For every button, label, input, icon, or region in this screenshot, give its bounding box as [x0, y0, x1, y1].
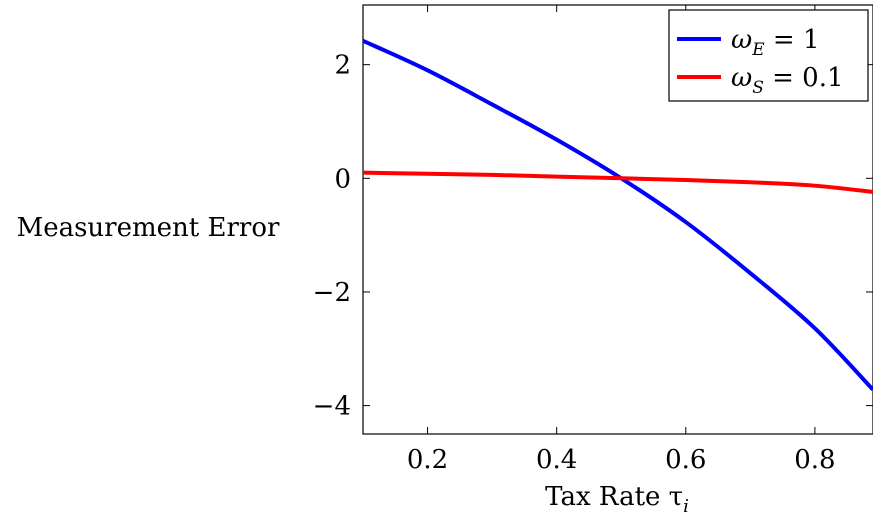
y-tick-label: 0: [334, 164, 351, 194]
y-axis-label: Measurement Error: [17, 213, 280, 243]
x-axis-label: Tax Rate τi: [545, 482, 689, 517]
legend-symbol: ω: [731, 25, 752, 55]
axes-frame: [362, 4, 873, 435]
x-axis-label-subscript: i: [683, 496, 689, 517]
legend-label-0: ωE = 1: [731, 25, 819, 60]
x-axis-label-main: Tax Rate τ: [545, 482, 683, 512]
tick-labels: 0.2 0.4 0.6 0.8 2 0 −2 −4: [313, 51, 836, 475]
y-tick-label: −4: [313, 392, 351, 422]
legend-subscript: E: [751, 40, 765, 60]
legend-subscript: S: [752, 78, 764, 98]
x-tick-label: 0.2: [407, 445, 448, 475]
legend-value: = 0.1: [764, 63, 844, 93]
legend: ωE = 1ωS = 0.1: [668, 9, 869, 102]
legend-symbol: ω: [731, 63, 752, 93]
legend-value: = 1: [765, 25, 820, 55]
x-tick-label: 0.4: [536, 445, 577, 475]
y-tick-label: −2: [313, 278, 351, 308]
plot-area-frame: [362, 4, 873, 435]
legend-box: [668, 9, 869, 102]
x-tick-label: 0.8: [794, 445, 835, 475]
y-tick-label: 2: [334, 51, 351, 81]
legend-label-1: ωS = 0.1: [731, 63, 844, 98]
series-lines: [362, 38, 873, 392]
axis-ticks: [363, 5, 873, 434]
series-line-1: [362, 170, 873, 194]
series-line-0: [362, 38, 873, 392]
x-tick-label: 0.6: [665, 445, 706, 475]
